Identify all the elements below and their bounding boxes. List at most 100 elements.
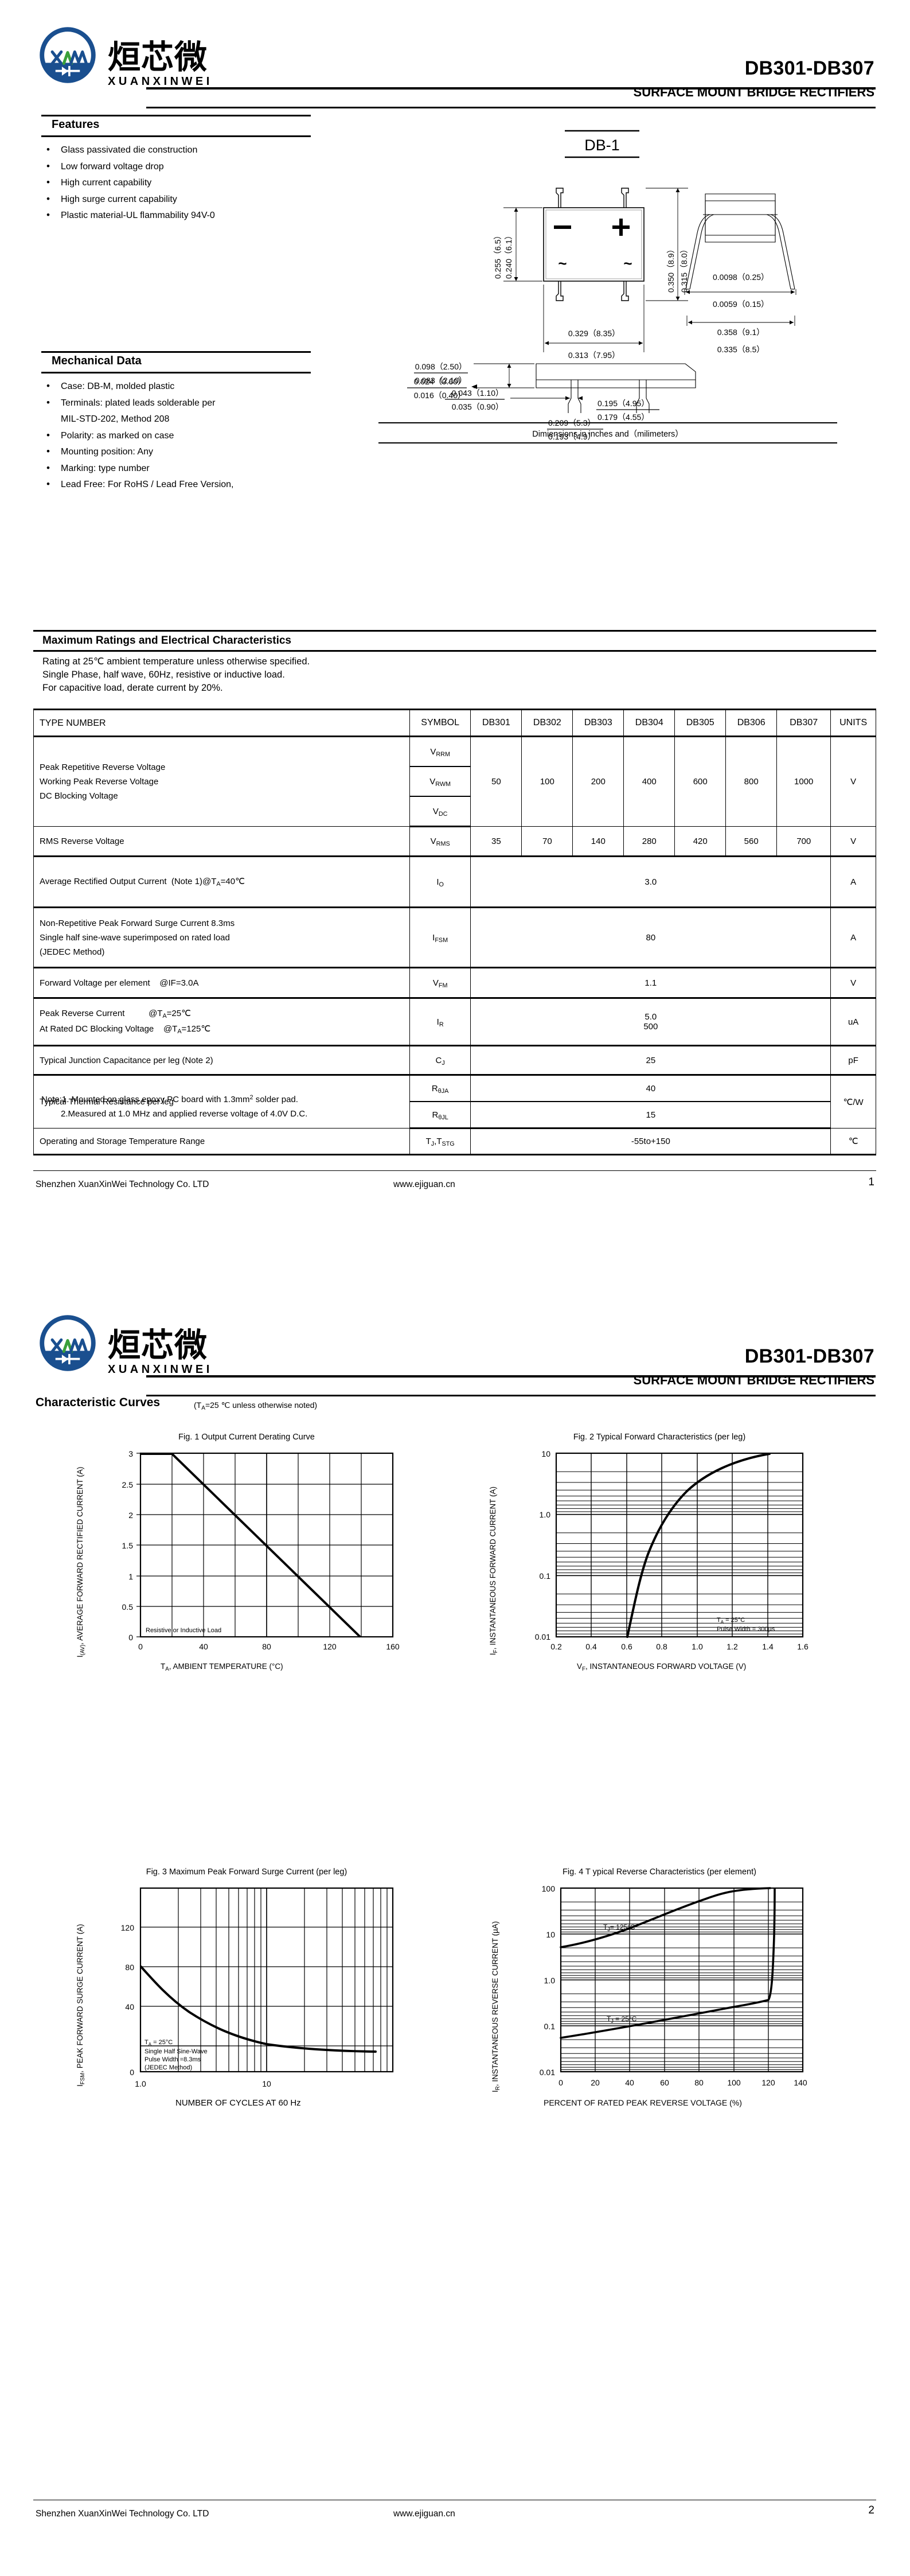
svg-text:0.024（0.60）: 0.024（0.60） <box>414 377 466 386</box>
figure-4-plot: 100 10 1.0 0.1 0.01 0 20 40 60 80 100 12… <box>540 1884 807 2087</box>
list-item-cont: MIL-STD-202, Method 208 <box>61 414 170 424</box>
list-item: Plastic material-UL flammability 94V-0 <box>41 207 317 224</box>
figure-1-plot: 3 2.5 2 1.5 1 0.5 0 0 40 80 120 160 Resi… <box>122 1449 400 1651</box>
list-item: High current capability <box>41 174 317 192</box>
logo-chinese: 烜芯微 <box>108 1326 208 1364</box>
table-header-row: TYPE NUMBER SYMBOL DB301 DB302 DB303 DB3… <box>33 709 876 737</box>
svg-text:0.01: 0.01 <box>535 1632 550 1641</box>
svg-text:0.8: 0.8 <box>656 1642 667 1651</box>
value-db304: 280 <box>623 826 675 857</box>
svg-text:0.335（8.5）: 0.335（8.5） <box>717 345 765 354</box>
figure-2-title: Fig. 2 Typical Forward Characteristics (… <box>573 1433 746 1442</box>
figure-1-ylabel: I(AV), AVERAGE FORWARD RECTIFIED CURRENT… <box>76 1466 86 1657</box>
svg-text:120: 120 <box>323 1642 337 1651</box>
svg-text:0.016（0.40）: 0.016（0.40） <box>414 391 466 400</box>
label-line: Working Peak Reverse Voltage <box>40 777 159 787</box>
label-line: Peak Repetitive Reverse Voltage <box>40 762 166 772</box>
label-line: Non-Repetitive Peak Forward Surge Curren… <box>40 918 235 928</box>
col-db305: DB305 <box>674 709 727 737</box>
col-db301: DB301 <box>470 709 522 737</box>
value-db302: 100 <box>521 736 573 827</box>
svg-text:80: 80 <box>262 1642 271 1651</box>
col-units: UNITS <box>830 709 876 737</box>
symbol-vrms: VRMS <box>409 826 471 857</box>
svg-text:80: 80 <box>125 1963 134 1972</box>
figure-3: Fig. 3 Maximum Peak Forward Surge Curren… <box>63 1867 430 2120</box>
footer-divider <box>33 1170 876 1171</box>
svg-text:Pulse Width = 300µs: Pulse Width = 300µs <box>717 1626 775 1633</box>
value-merged: 40 <box>470 1075 831 1102</box>
logo-pinyin: XUANXINWEI <box>108 1363 213 1376</box>
list-item: Case: DB-M, molded plastic <box>41 378 328 395</box>
svg-text:0.0059（0.15）: 0.0059（0.15） <box>713 299 769 309</box>
svg-text:120: 120 <box>761 2078 775 2087</box>
svg-text:140: 140 <box>794 2078 807 2087</box>
part-number: DB301-DB307 <box>744 57 874 79</box>
svg-text:0.083（2.10）: 0.083（2.10） <box>415 376 467 385</box>
page-subtitle: SURFACE MOUNT BRIDGE RECTIFIERS <box>633 85 874 99</box>
label-line: (JEDEC Method) <box>40 947 105 957</box>
svg-text:0: 0 <box>130 2068 134 2077</box>
value-unit: V <box>830 736 876 827</box>
list-item: Terminals: plated leads solderable per <box>41 395 328 412</box>
value-merged: 3.0 <box>470 856 831 908</box>
svg-text:1.2: 1.2 <box>727 1642 738 1651</box>
characteristic-curves-heading: Characteristic Curves <box>36 1396 161 1409</box>
svg-text:0.5: 0.5 <box>122 1602 134 1612</box>
footer-website: www.ejiguan.cn <box>393 2509 455 2519</box>
dimnote-rule-top <box>378 422 837 423</box>
svg-text:2.5: 2.5 <box>122 1480 134 1489</box>
table-row: RθJL 15 <box>34 1101 876 1129</box>
svg-text:0.193（4.9）: 0.193（4.9） <box>548 432 596 441</box>
value-unit: A <box>830 907 876 968</box>
value-unit: A <box>830 856 876 908</box>
table-row: RMS Reverse Voltage VRMS 35 70 140 280 4… <box>33 826 876 857</box>
value-db302: 70 <box>521 826 573 857</box>
svg-text:40: 40 <box>625 2078 634 2087</box>
figure-1-title: Fig. 1 Output Current Derating Curve <box>178 1433 315 1442</box>
col-db306: DB306 <box>725 709 778 737</box>
figure-4-ylabel: IR, INSTANTANEOUS REVERSE CURRENT (µA) <box>491 1921 501 2092</box>
value-merged: 80 <box>470 907 831 968</box>
value-db301: 50 <box>470 736 522 827</box>
footer-company: Shenzhen XuanXinWei Technology Co. LTD <box>36 1180 209 1189</box>
svg-text:0: 0 <box>128 1633 133 1642</box>
value-unit: pF <box>830 1045 876 1076</box>
svg-text:TA = 25°C: TA = 25°C <box>144 2039 173 2047</box>
table-row: Non-Repetitive Peak Forward Surge Curren… <box>33 907 876 968</box>
value-merged: 25 <box>470 1045 831 1076</box>
svg-text:0.1: 0.1 <box>540 1571 551 1581</box>
figure-2-xlabel: VF, INSTANTANEOUS FORWARD VOLTAGE (V) <box>577 1662 747 1672</box>
symbol-rthja: RθJA <box>409 1075 471 1102</box>
value-unit: V <box>830 967 876 999</box>
symbol-vrwm: VRWM <box>409 766 471 797</box>
svg-text:0.209（5.3）: 0.209（5.3） <box>548 418 596 427</box>
svg-text:0.1: 0.1 <box>544 2022 556 2031</box>
features-rule-top <box>41 115 311 116</box>
svg-text:0.315（8.0）: 0.315（8.0） <box>679 246 689 293</box>
svg-text:1.0: 1.0 <box>692 1642 703 1651</box>
figure-1-xlabel: TA, AMBIENT TEMPERATURE (°C) <box>161 1662 283 1672</box>
figure-4-title: Fig. 4 T ypical Reverse Characteristics … <box>563 1867 756 1877</box>
svg-text:40: 40 <box>125 2002 134 2011</box>
value-db305: 420 <box>674 826 727 857</box>
footer-page-number: 1 <box>868 1176 874 1188</box>
part-number: DB301-DB307 <box>744 1345 874 1367</box>
list-item: Lead Free: For RoHS / Lead Free Version, <box>41 476 328 493</box>
row-label-average-rectified-output-current: Average Rectified Output Current (Note 1… <box>33 856 410 908</box>
col-symbol: SYMBOL <box>409 709 471 737</box>
table-row: Operating and Storage Temperature Range … <box>33 1128 876 1155</box>
features-rule-bottom <box>41 135 311 137</box>
value-db304: 400 <box>623 736 675 827</box>
list-item: High surge current capability <box>41 191 317 208</box>
ratings-rule-mid <box>33 650 876 652</box>
label-line: DC Blocking Voltage <box>40 791 118 801</box>
figure-3-plot: 120 80 40 0 1.0 10 TA = 25°C Single Half… <box>121 1887 394 2088</box>
figure-3-ylabel: IFSM, PEAK FORWARD SURGE CURRENT (A) <box>76 1924 86 2087</box>
svg-text:120: 120 <box>121 1923 135 1932</box>
svg-text:Pulse Width =8.3ms: Pulse Width =8.3ms <box>144 2056 201 2063</box>
svg-text:1.0: 1.0 <box>135 2079 146 2088</box>
value-db305: 600 <box>674 736 727 827</box>
svg-text:2: 2 <box>128 1511 133 1520</box>
svg-text:0.255（6.5）: 0.255（6.5） <box>493 232 502 279</box>
